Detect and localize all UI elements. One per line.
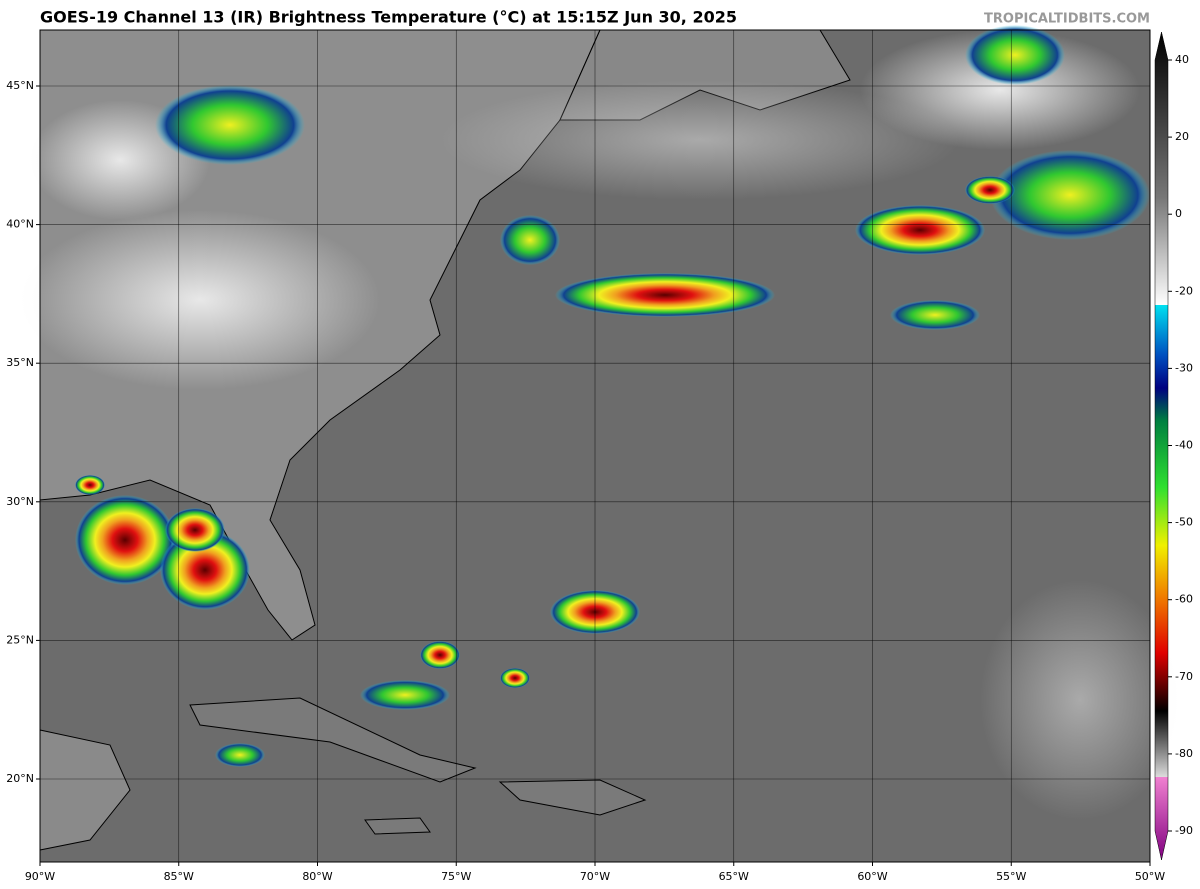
lon-label: 80°W [302, 870, 332, 883]
colorbar-label: -80 [1175, 747, 1193, 760]
colorbar-label: -50 [1175, 516, 1193, 529]
hispaniola [498, 779, 647, 816]
storm [500, 668, 530, 688]
colorbar [1154, 31, 1169, 861]
lat-label: 45°N [6, 79, 34, 92]
storm [75, 475, 105, 495]
lon-label: 60°W [857, 870, 887, 883]
storm [165, 508, 225, 552]
lon-label: 55°W [996, 870, 1026, 883]
storm [155, 85, 305, 165]
colorbar-label: -90 [1175, 824, 1193, 837]
lat-label: 35°N [6, 356, 34, 369]
lon-label: 65°W [719, 870, 749, 883]
storm [75, 495, 175, 585]
lat-label: 40°N [6, 218, 34, 231]
storm [855, 205, 985, 255]
colorbar-label: -70 [1175, 670, 1193, 683]
storm [420, 641, 460, 669]
storm [500, 215, 560, 265]
cloud [860, 30, 1140, 150]
lon-label: 75°W [441, 870, 471, 883]
lat-label: 25°N [6, 633, 34, 646]
lat-label: 20°N [6, 772, 34, 785]
cuba [189, 697, 477, 783]
colorbar-label: 20 [1175, 130, 1189, 143]
lat-label: 30°N [6, 495, 34, 508]
storm [990, 150, 1150, 240]
watermark: TROPICALTIDBITS.COM [984, 12, 1150, 27]
lon-label: 50°W [1135, 870, 1165, 883]
cloud [20, 210, 380, 390]
storm [215, 743, 265, 767]
cloud [980, 580, 1180, 820]
storm [160, 530, 250, 610]
title: GOES-19 Channel 13 (IR) Brightness Tempe… [40, 8, 737, 27]
colorbar-label: -60 [1175, 593, 1193, 606]
jamaica [364, 817, 431, 835]
colorbar-label: -20 [1175, 284, 1193, 297]
lon-label: 90°W [25, 870, 55, 883]
colorbar-label: 40 [1175, 53, 1189, 66]
storm [965, 176, 1015, 204]
lon-label: 85°W [164, 870, 194, 883]
storm [965, 25, 1065, 85]
colorbar-bar [1154, 31, 1169, 861]
lon-label: 70°W [580, 870, 610, 883]
colorbar-label: -40 [1175, 439, 1193, 452]
map [20, 25, 1180, 863]
storm [890, 300, 980, 330]
colorbar-label: 0 [1175, 207, 1182, 220]
cloud [440, 80, 960, 200]
colorbar-label: -30 [1175, 361, 1193, 374]
storm [555, 273, 775, 317]
storm [360, 680, 450, 710]
